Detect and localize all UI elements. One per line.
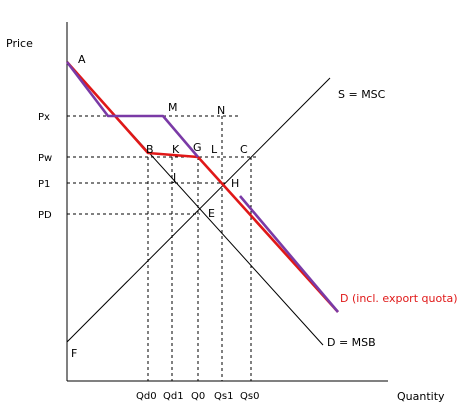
overlay-upper-path — [65, 61, 199, 158]
point-b-label: B — [146, 143, 154, 156]
quota-demand-curve — [66, 61, 339, 313]
point-h-label: H — [231, 177, 239, 190]
overlay-lower-segment — [239, 195, 339, 313]
point-c-label: C — [240, 143, 248, 156]
point-j-label: J — [172, 171, 176, 184]
point-l-label: L — [211, 143, 218, 156]
y-axis-title: Price — [6, 37, 33, 50]
point-k-label: K — [172, 143, 180, 156]
point-f-label: F — [71, 347, 77, 360]
tick-qs0: Qs0 — [240, 391, 259, 402]
tick-px: Px — [38, 112, 50, 123]
tick-pd: PD — [38, 210, 52, 221]
point-g-label: G — [193, 141, 202, 154]
point-e-label: E — [208, 207, 215, 220]
tick-pw: Pw — [38, 153, 52, 164]
demand-msb-label: D = MSB — [327, 336, 376, 349]
tick-qd0: Qd0 — [136, 391, 157, 402]
supply-curve — [66, 77, 331, 343]
x-axis-title: Quantity — [397, 390, 445, 403]
tick-p1: P1 — [38, 179, 50, 190]
supply-label: S = MSC — [338, 88, 386, 101]
tick-qd1: Qd1 — [163, 391, 184, 402]
point-a-label: A — [78, 53, 86, 66]
quota-demand-label: D (incl. export quota) — [340, 292, 458, 305]
tick-q0: Q0 — [191, 391, 205, 402]
point-n-label: N — [217, 104, 225, 117]
tick-qs1: Qs1 — [214, 391, 233, 402]
point-m-label: M — [168, 101, 178, 114]
